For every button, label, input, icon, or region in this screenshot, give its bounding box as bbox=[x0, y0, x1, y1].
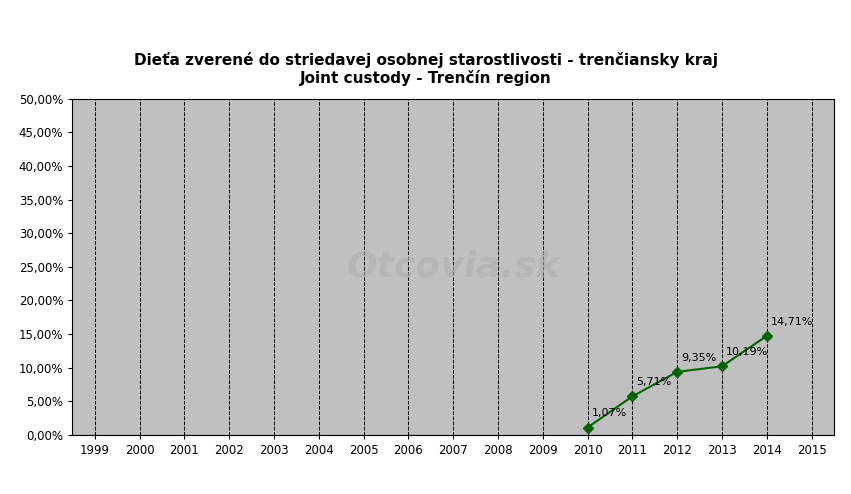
Text: 1,07%: 1,07% bbox=[591, 409, 627, 418]
Text: Dieťa zverené do striedavej osobnej starostlivosti - trenčiansky kraj
Joint cust: Dieťa zverené do striedavej osobnej star… bbox=[134, 52, 717, 86]
Text: 10,19%: 10,19% bbox=[726, 347, 768, 357]
Text: Otcovia.sk: Otcovia.sk bbox=[346, 250, 560, 284]
Text: 9,35%: 9,35% bbox=[682, 353, 717, 363]
Text: 14,71%: 14,71% bbox=[771, 317, 814, 327]
Text: 5,71%: 5,71% bbox=[637, 377, 671, 387]
